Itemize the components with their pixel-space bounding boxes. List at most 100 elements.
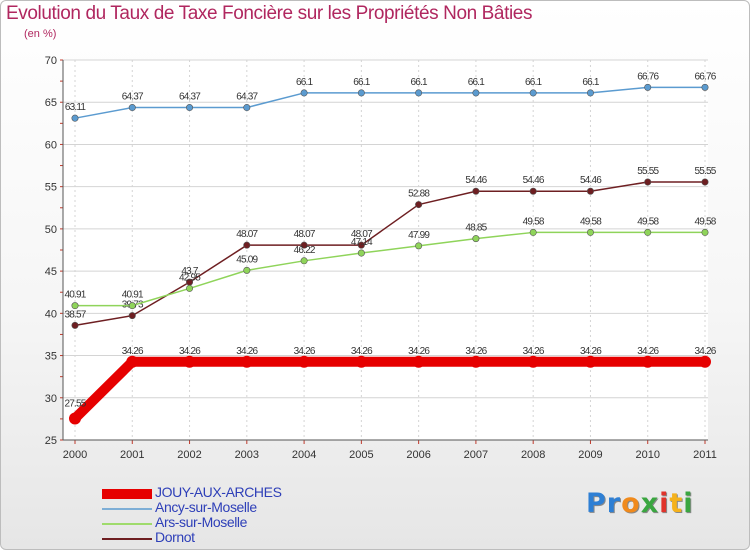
data-point-ars-sur-moselle <box>71 302 79 310</box>
x-tick-label: 2006 <box>406 449 430 461</box>
data-point-jouy-aux-arches <box>641 355 654 368</box>
data-label-jouy-aux-arches: 34.26 <box>408 346 430 357</box>
data-point-ancy-sur-moselle <box>586 89 594 97</box>
data-point-ars-sur-moselle <box>128 302 136 310</box>
legend-label: JOUY-AUX-ARCHES <box>155 484 282 500</box>
data-label-ars-sur-moselle: 40.91 <box>122 290 144 301</box>
data-point-ars-sur-moselle <box>357 249 365 257</box>
data-point-ancy-sur-moselle <box>357 89 365 97</box>
data-point-ars-sur-moselle <box>644 228 652 236</box>
data-label-jouy-aux-arches: 34.26 <box>465 346 487 357</box>
y-tick-label: 40 <box>45 308 57 320</box>
data-point-ancy-sur-moselle <box>128 104 136 112</box>
data-point-jouy-aux-arches <box>699 355 711 368</box>
data-label-dornot: 54.46 <box>580 175 602 186</box>
data-point-jouy-aux-arches <box>69 412 81 425</box>
y-tick-label: 35 <box>45 351 57 363</box>
data-point-ancy-sur-moselle <box>701 83 709 91</box>
data-point-jouy-aux-arches <box>126 355 139 368</box>
data-label-dornot: 54.46 <box>523 175 545 186</box>
data-label-ars-sur-moselle: 46.22 <box>294 245 316 256</box>
legend-swatch <box>102 508 152 510</box>
data-point-ars-sur-moselle <box>586 228 594 236</box>
data-point-dornot <box>415 201 423 209</box>
data-label-dornot: 52.88 <box>408 189 430 200</box>
legend-swatch <box>102 538 152 540</box>
data-point-ancy-sur-moselle <box>472 89 480 97</box>
data-point-ars-sur-moselle <box>529 228 537 236</box>
legend-label: Ars-sur-Moselle <box>155 514 248 530</box>
data-label-ars-sur-moselle: 47.99 <box>408 230 430 241</box>
data-point-dornot <box>644 178 652 186</box>
y-tick-label: 45 <box>45 266 57 278</box>
data-label-ancy-sur-moselle: 66.1 <box>296 77 314 88</box>
x-tick-label: 2010 <box>635 449 659 461</box>
data-point-ars-sur-moselle <box>415 242 423 250</box>
data-label-jouy-aux-arches: 34.26 <box>523 346 545 357</box>
data-label-ars-sur-moselle: 49.58 <box>580 216 602 227</box>
data-point-dornot <box>357 241 365 249</box>
data-point-dornot <box>243 241 251 249</box>
data-label-dornot: 43.7 <box>181 266 199 277</box>
y-axis-unit-label: (en %) <box>24 28 57 40</box>
data-point-dornot <box>472 187 480 195</box>
logo-letter: i <box>659 488 670 519</box>
x-tick-label: 2003 <box>235 449 259 461</box>
x-tick-label: 2007 <box>464 449 488 461</box>
data-point-ars-sur-moselle <box>701 228 709 236</box>
data-label-jouy-aux-arches: 34.26 <box>179 346 201 357</box>
data-point-jouy-aux-arches <box>527 355 540 368</box>
data-label-ars-sur-moselle: 47.14 <box>351 237 373 248</box>
data-point-ancy-sur-moselle <box>529 89 537 97</box>
data-label-ancy-sur-moselle: 66.76 <box>637 71 659 82</box>
data-label-ars-sur-moselle: 45.09 <box>236 254 258 265</box>
data-label-ars-sur-moselle: 49.58 <box>637 216 659 227</box>
data-label-dornot: 48.07 <box>236 229 258 240</box>
legend-swatch <box>102 489 152 499</box>
x-tick-label: 2009 <box>578 449 602 461</box>
x-tick-label: 2005 <box>349 449 373 461</box>
data-point-jouy-aux-arches <box>584 355 597 368</box>
data-point-jouy-aux-arches <box>469 355 482 368</box>
data-label-ancy-sur-moselle: 66.1 <box>582 77 600 88</box>
data-label-ancy-sur-moselle: 64.37 <box>236 92 258 103</box>
x-tick-label: 2004 <box>292 449 316 461</box>
data-point-dornot <box>71 321 79 329</box>
x-tick-label: 2011 <box>693 449 717 461</box>
data-point-dornot <box>128 312 136 320</box>
data-label-ancy-sur-moselle: 66.1 <box>353 77 371 88</box>
data-point-ars-sur-moselle <box>472 235 480 243</box>
data-point-jouy-aux-arches <box>298 355 311 368</box>
data-label-jouy-aux-arches: 27.55 <box>64 398 86 409</box>
data-point-jouy-aux-arches <box>412 355 425 368</box>
logo-letter: t <box>669 488 684 519</box>
data-point-ars-sur-moselle <box>300 257 308 265</box>
data-point-ars-sur-moselle <box>186 284 194 292</box>
proxiti-logo: Proxiti <box>586 488 694 519</box>
data-label-jouy-aux-arches: 34.26 <box>236 346 258 357</box>
logo-letter: x <box>640 488 660 519</box>
chart-title: Evolution du Taux de Taxe Foncière sur l… <box>6 3 533 24</box>
data-label-dornot: 48.07 <box>294 229 316 240</box>
data-point-jouy-aux-arches <box>355 355 368 368</box>
data-point-ancy-sur-moselle <box>644 83 652 91</box>
data-label-ancy-sur-moselle: 64.37 <box>122 92 144 103</box>
data-point-jouy-aux-arches <box>183 355 196 368</box>
data-label-dornot: 48.07 <box>351 229 373 240</box>
data-label-ancy-sur-moselle: 66.1 <box>411 77 429 88</box>
data-point-ancy-sur-moselle <box>415 89 423 97</box>
y-tick-label: 55 <box>45 182 57 194</box>
data-label-dornot: 55.55 <box>694 166 716 177</box>
data-label-jouy-aux-arches: 34.26 <box>637 346 659 357</box>
data-label-dornot: 54.46 <box>465 175 487 186</box>
data-label-ancy-sur-moselle: 66.1 <box>525 77 543 88</box>
legend-label: Ancy-sur-Moselle <box>155 499 257 515</box>
data-point-ancy-sur-moselle <box>71 114 79 122</box>
data-label-ars-sur-moselle: 49.58 <box>523 216 545 227</box>
data-label-dornot: 55.55 <box>637 166 659 177</box>
series-line-jouy-aux-arches <box>71 356 705 423</box>
data-label-ancy-sur-moselle: 66.1 <box>468 77 486 88</box>
data-point-ars-sur-moselle <box>243 266 251 274</box>
data-label-jouy-aux-arches: 34.26 <box>294 346 316 357</box>
